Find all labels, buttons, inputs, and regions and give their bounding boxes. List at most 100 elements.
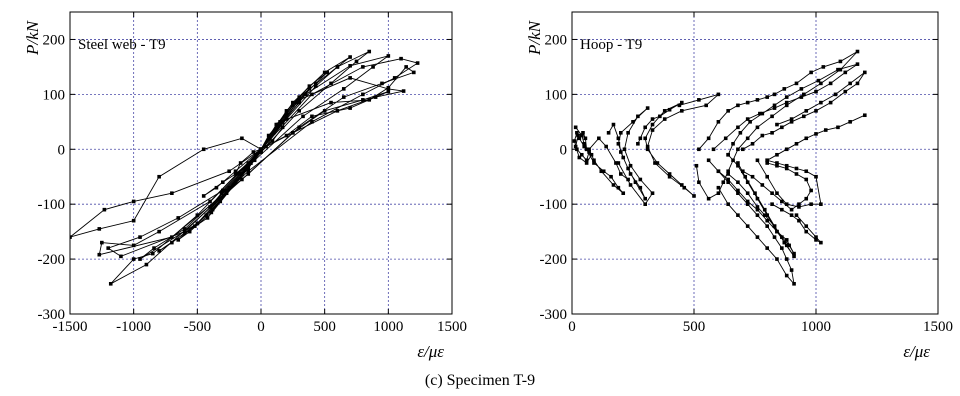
series-line xyxy=(727,154,795,257)
data-point xyxy=(804,229,809,234)
data-point xyxy=(755,196,760,201)
x-tick-label: 1000 xyxy=(801,319,831,335)
data-point xyxy=(784,238,789,242)
data-point xyxy=(119,254,123,259)
data-point xyxy=(794,141,799,146)
data-point xyxy=(804,177,809,182)
figure-caption: (c) Specimen T-9 xyxy=(425,372,535,389)
data-point xyxy=(313,84,318,88)
data-point xyxy=(745,180,750,185)
data-point xyxy=(770,131,774,135)
data-point xyxy=(240,136,244,141)
data-point xyxy=(772,106,777,110)
series-line xyxy=(713,63,858,155)
data-point xyxy=(760,111,765,116)
data-point xyxy=(386,85,391,90)
data-point xyxy=(131,257,136,261)
data-point xyxy=(341,87,346,91)
series-line xyxy=(766,114,865,161)
data-point xyxy=(848,81,852,86)
data-point xyxy=(297,109,301,113)
data-point xyxy=(797,218,801,223)
data-point xyxy=(195,221,200,226)
data-point xyxy=(645,106,650,110)
data-point xyxy=(775,191,779,195)
data-point xyxy=(784,202,789,206)
x-tick-label: 500 xyxy=(683,319,706,335)
data-point xyxy=(628,163,633,168)
data-point xyxy=(726,202,730,206)
data-point xyxy=(214,185,219,190)
data-point xyxy=(770,114,774,119)
data-point xyxy=(804,109,809,113)
data-point xyxy=(736,191,740,195)
data-point xyxy=(780,246,784,250)
data-point xyxy=(863,70,867,75)
data-point xyxy=(784,166,789,171)
data-point xyxy=(804,169,809,174)
data-point xyxy=(680,183,684,187)
y-tick-label: -200 xyxy=(540,252,568,268)
data-point xyxy=(604,144,608,149)
data-point xyxy=(619,131,623,135)
series-line xyxy=(70,137,262,238)
data-point xyxy=(240,177,244,182)
data-point xyxy=(638,185,643,190)
data-point xyxy=(855,49,860,54)
data-point xyxy=(415,61,420,65)
data-point xyxy=(802,114,806,119)
data-point xyxy=(765,95,769,99)
data-point xyxy=(100,240,104,245)
data-point xyxy=(348,106,352,110)
data-point xyxy=(182,229,187,234)
data-point xyxy=(780,235,784,239)
chart-title: Steel web - T9 xyxy=(78,37,166,53)
data-point xyxy=(638,177,643,182)
data-point xyxy=(233,169,238,174)
data-point xyxy=(577,136,582,141)
data-point xyxy=(176,238,181,242)
data-point xyxy=(259,150,263,154)
x-tick-label: 500 xyxy=(313,319,336,335)
data-point xyxy=(836,67,840,72)
data-point xyxy=(150,251,155,256)
data-point xyxy=(278,120,282,124)
data-point xyxy=(716,92,721,97)
data-point xyxy=(760,183,765,187)
data-point xyxy=(814,89,818,94)
data-point xyxy=(227,169,231,174)
data-point xyxy=(576,133,580,138)
data-point xyxy=(223,188,228,193)
series-line xyxy=(708,159,795,286)
data-point xyxy=(780,207,784,212)
data-point xyxy=(726,177,730,182)
data-point xyxy=(819,81,823,86)
data-point xyxy=(667,107,672,112)
data-point xyxy=(780,199,784,204)
data-point xyxy=(819,100,823,105)
chart-title: Hoop - T9 xyxy=(580,37,642,53)
data-point xyxy=(662,109,667,113)
y-tick-label: 100 xyxy=(545,87,568,103)
data-point xyxy=(662,117,667,121)
data-point xyxy=(144,262,149,267)
data-point xyxy=(626,177,630,182)
data-point xyxy=(809,188,813,193)
data-point xyxy=(650,122,655,127)
data-point xyxy=(743,174,748,179)
series-line xyxy=(139,55,389,260)
data-point xyxy=(755,213,760,217)
data-point xyxy=(152,246,156,250)
data-point xyxy=(814,235,818,239)
series-line xyxy=(158,51,370,252)
data-point xyxy=(816,78,821,83)
x-tick-label: -1500 xyxy=(53,319,88,335)
data-point xyxy=(799,87,804,91)
data-point xyxy=(804,136,809,141)
data-point xyxy=(619,150,623,154)
y-tick-label: -100 xyxy=(540,197,568,213)
data-point xyxy=(157,174,161,179)
data-point xyxy=(291,131,295,135)
data-point xyxy=(760,133,765,138)
data-point xyxy=(855,81,860,86)
